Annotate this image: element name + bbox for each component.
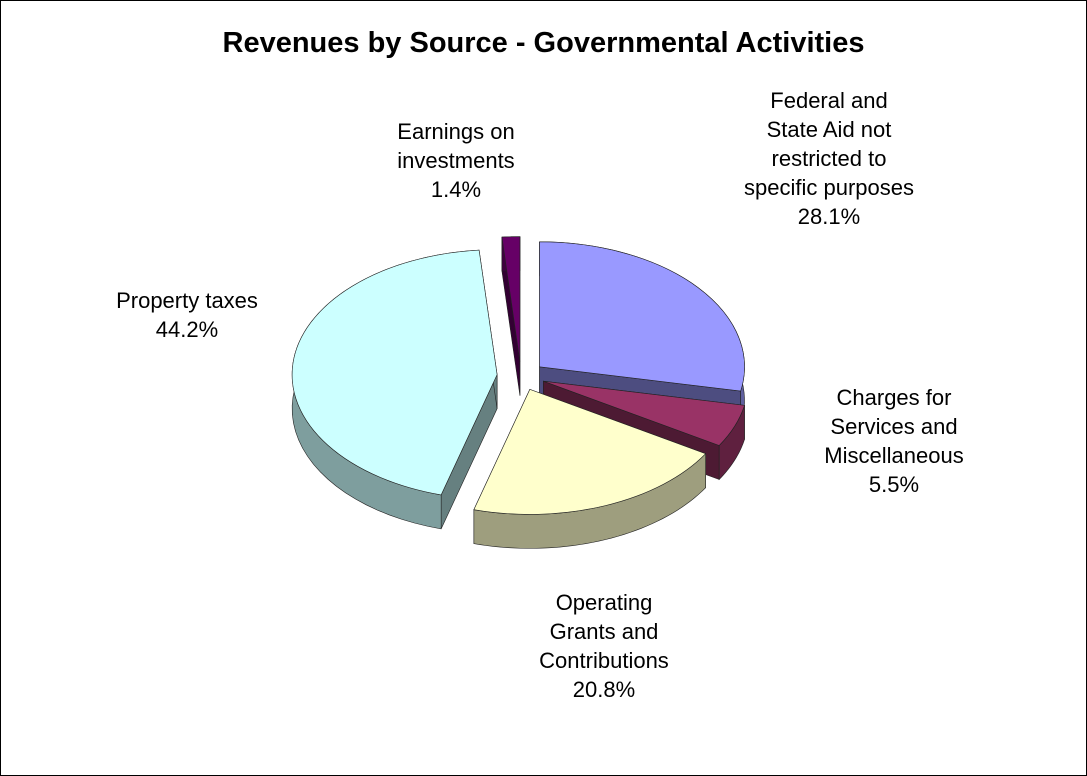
slice (543, 380, 745, 446)
slice (473, 389, 707, 515)
data-label: Charges for Services and Miscellaneous 5.… (804, 383, 984, 499)
data-label: Earnings on investments 1.4% (376, 117, 536, 204)
slice (501, 236, 521, 362)
label-name: Charges for Services and Miscellaneous (824, 385, 964, 468)
label-name: Federal and State Aid not restricted to … (744, 88, 914, 200)
slice (291, 249, 498, 496)
slice (539, 241, 745, 392)
label-value: 44.2% (155, 317, 219, 342)
chart-title: Revenues by Source - Governmental Activi… (222, 27, 865, 59)
label-value: 5.5% (868, 472, 920, 497)
label-value: 1.4% (430, 177, 482, 202)
label-name: Operating Grants and Contributions (539, 590, 669, 673)
label-name: Earnings on investments (397, 119, 515, 173)
data-label: Property taxes 44.2% (67, 286, 307, 344)
label-value: 28.1% (797, 204, 861, 229)
data-label: Federal and State Aid not restricted to … (744, 86, 914, 231)
label-value: 20.8% (572, 677, 636, 702)
data-label: Operating Grants and Contributions 20.8% (524, 588, 684, 704)
label-name: Property taxes (116, 288, 258, 313)
